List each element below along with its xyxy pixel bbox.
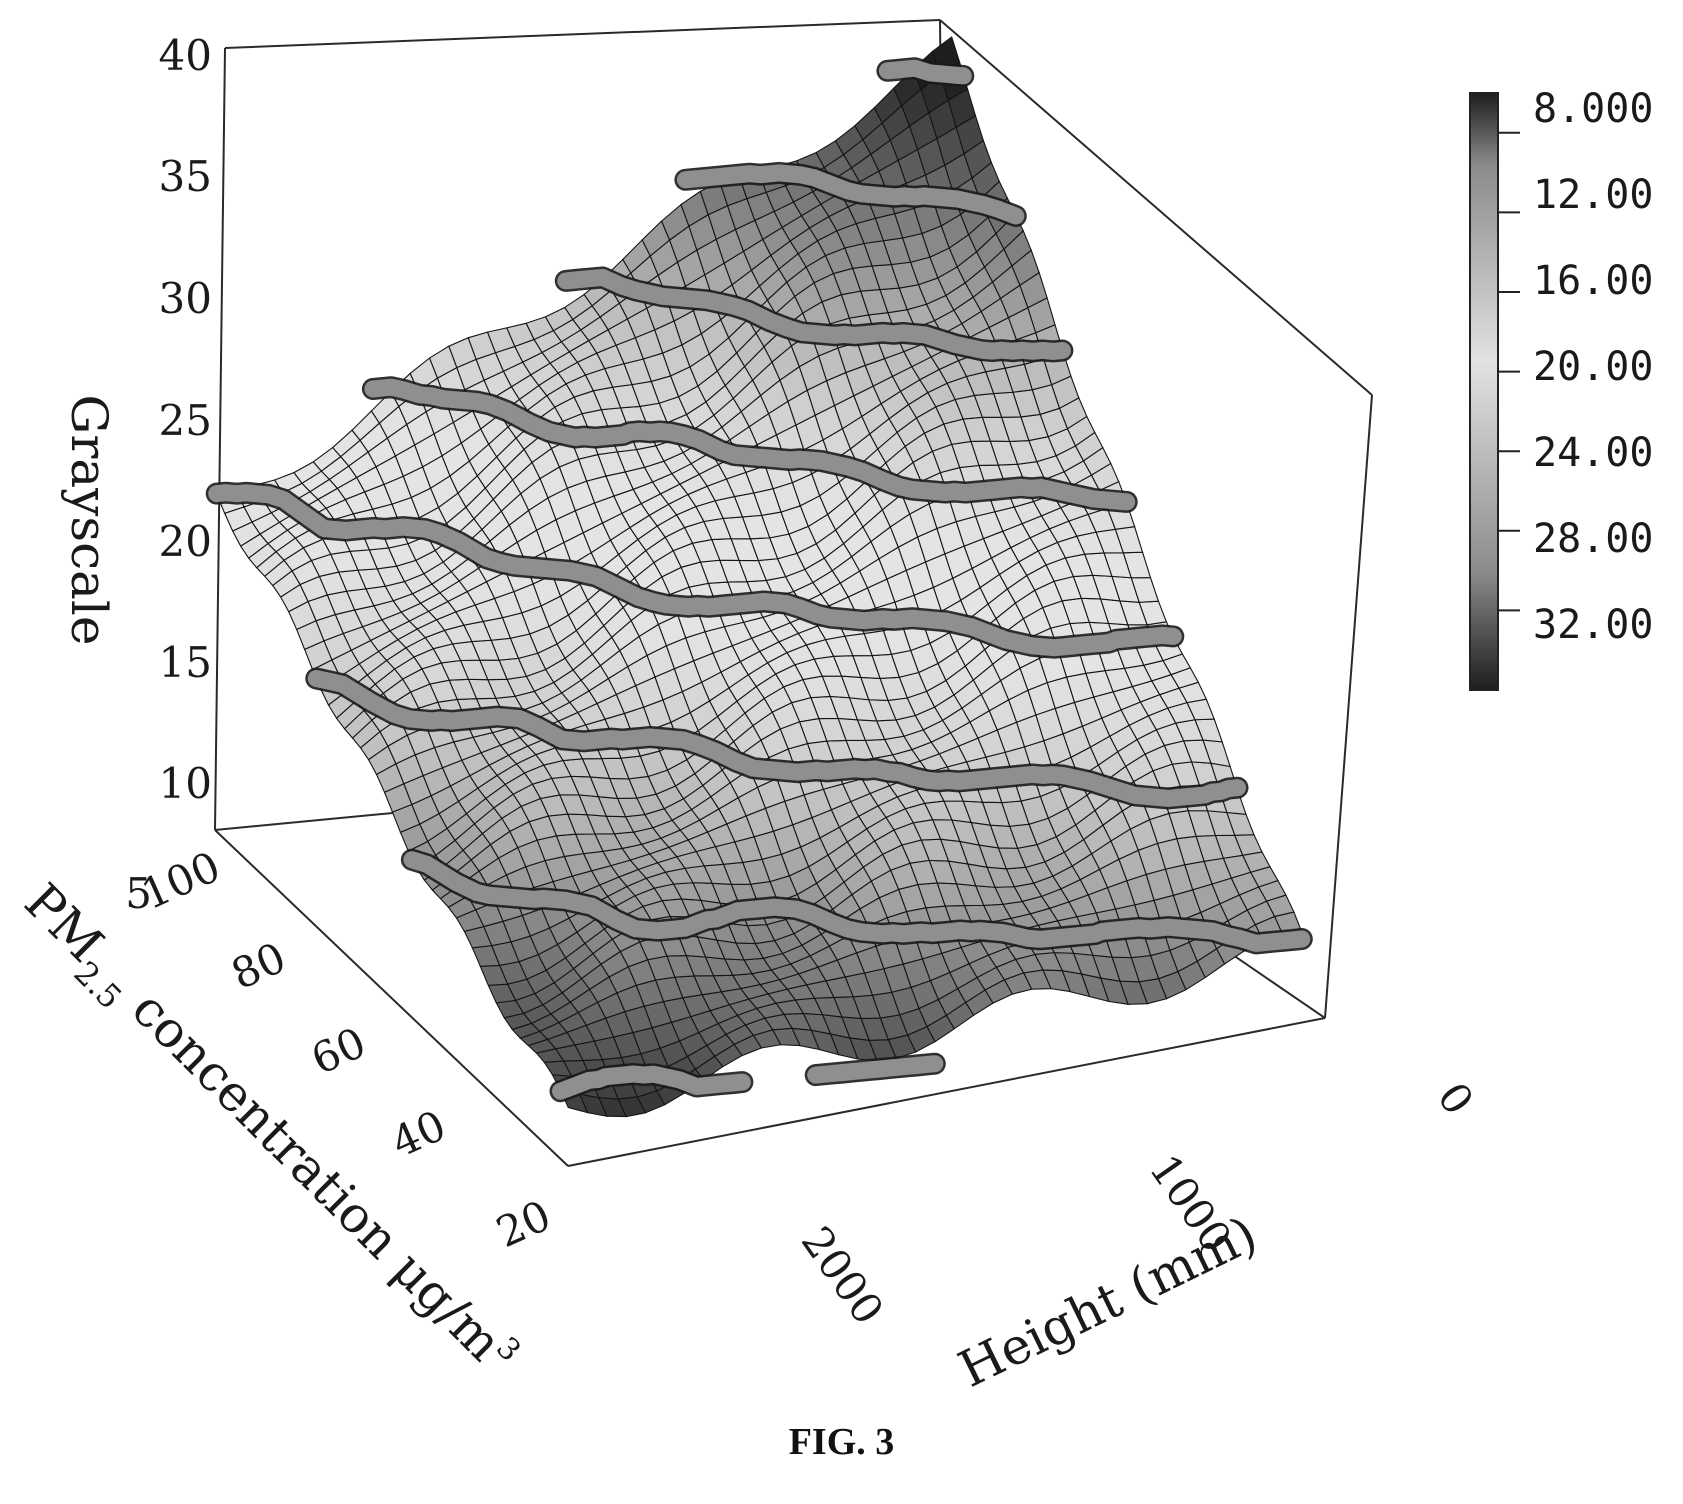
z-tick-label: 5 bbox=[125, 869, 152, 918]
colorbar-tick-label: 12.00 bbox=[1533, 172, 1653, 218]
contour-band bbox=[878, 59, 972, 85]
x-tick-label: 2000 bbox=[792, 1218, 893, 1334]
colorbar-tick-label: 32.00 bbox=[1533, 602, 1653, 648]
contour-band bbox=[208, 484, 1182, 657]
box-edge bbox=[567, 1017, 1326, 1167]
colorbar-tick-marks bbox=[1498, 131, 1520, 612]
contour-band bbox=[676, 164, 1025, 225]
z-tick-label: 10 bbox=[159, 759, 212, 808]
contour-band bbox=[364, 378, 1136, 511]
colorbar-tick-label: 24.00 bbox=[1533, 430, 1653, 476]
z-tick-label: 30 bbox=[159, 274, 212, 323]
z-tick-label: 15 bbox=[159, 638, 212, 687]
colorbar-ticks: 8.000 12.00 16.00 20.00 24.00 28.00 32.0… bbox=[1533, 86, 1653, 648]
colorbar-tick-label: 28.00 bbox=[1533, 516, 1653, 562]
data-surface bbox=[215, 36, 1303, 1118]
y-tick-label: 20 bbox=[489, 1191, 558, 1258]
box-edge bbox=[214, 47, 226, 831]
z-tick-label: 35 bbox=[159, 152, 212, 201]
contour-band bbox=[807, 1055, 944, 1084]
z-tick-label: 20 bbox=[159, 517, 212, 566]
x-tick-label: 0 bbox=[1428, 1074, 1483, 1124]
contour-band bbox=[307, 670, 1246, 807]
contour-band bbox=[552, 1065, 751, 1100]
y-tick-label: 40 bbox=[384, 1101, 453, 1168]
contour-lines bbox=[205, 57, 1313, 1103]
x-axis-title: Height (mm) bbox=[950, 1205, 1266, 1399]
figure-caption: FIG. 3 bbox=[788, 1421, 895, 1463]
y-tick-label: 60 bbox=[304, 1018, 373, 1085]
y-tick-label: 80 bbox=[224, 933, 293, 1000]
colorbar-tick-label: 8.000 bbox=[1533, 86, 1653, 132]
z-tick-label: 40 bbox=[159, 31, 212, 80]
colorbar: 8.000 12.00 16.00 20.00 24.00 28.00 32.0… bbox=[1469, 86, 1653, 691]
y-tick-label: 100 bbox=[134, 842, 227, 919]
colorbar-tick-label: 20.00 bbox=[1533, 344, 1653, 390]
contour-band bbox=[403, 851, 1311, 952]
z-axis-title: Grayscale bbox=[60, 395, 118, 646]
box-edge bbox=[214, 829, 569, 1167]
z-axis-ticks: 40 35 30 25 20 15 10 5 bbox=[125, 31, 212, 918]
z-tick-label: 25 bbox=[159, 396, 212, 445]
contour-band bbox=[557, 268, 1071, 360]
box-edge bbox=[1324, 394, 1373, 1019]
colorbar-tick-label: 16.00 bbox=[1533, 258, 1653, 304]
box-edge bbox=[224, 19, 941, 49]
box-edge bbox=[939, 19, 1373, 396]
